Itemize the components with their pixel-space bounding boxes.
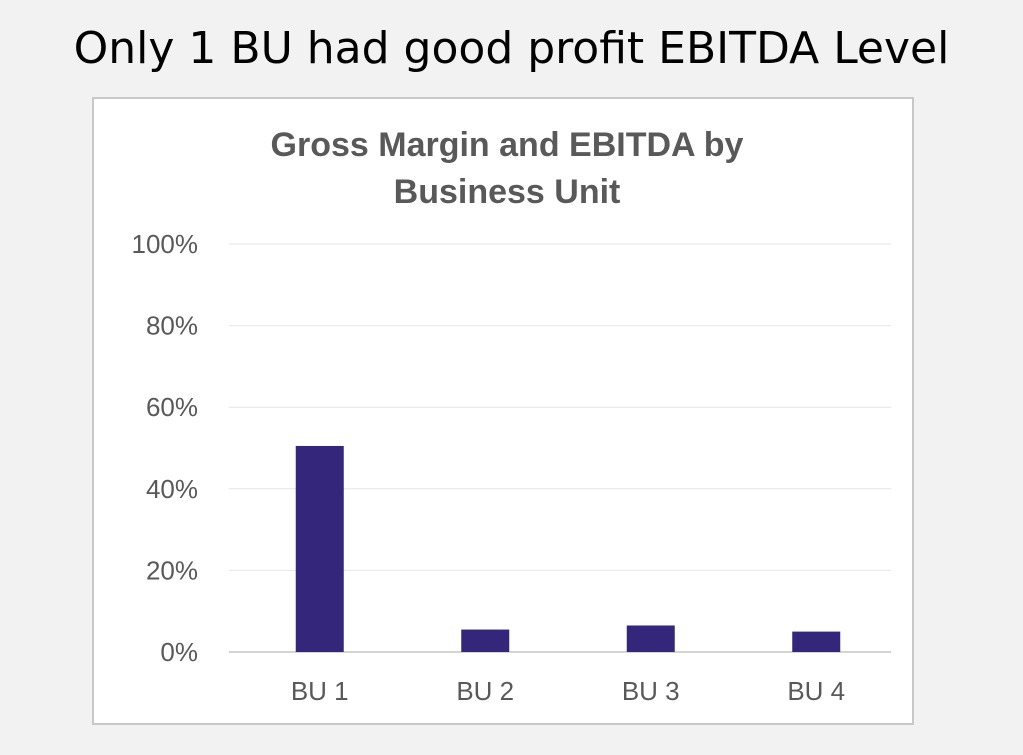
bar-bu-1: [295, 445, 344, 652]
bar-bu-3: [626, 625, 675, 652]
slide-title: Only 1 BU had good profit EBITDA Level: [73, 23, 950, 74]
chart-title-line-1: Gross Margin and EBITDA by: [271, 126, 744, 164]
y-tick-label: 80%: [146, 311, 198, 341]
y-axis-tick-labels: 0% 20% 40% 60% 80% 100%: [132, 229, 199, 667]
y-tick-label: 60%: [146, 392, 198, 422]
bar-bu-4: [792, 631, 841, 652]
chart-title-line-2: Business Unit: [394, 173, 621, 211]
bar-chart: Gross Margin and EBITDA by Business Unit…: [132, 126, 891, 706]
x-tick-label: BU 2: [456, 676, 514, 706]
y-tick-label: 100%: [132, 229, 199, 259]
x-tick-label: BU 4: [787, 676, 845, 706]
chart-frame: Gross Margin and EBITDA by Business Unit…: [92, 97, 914, 725]
y-tick-label: 20%: [146, 555, 198, 585]
x-axis-tick-labels: BU 1 BU 2 BU 3 BU 4: [291, 676, 845, 706]
y-tick-label: 0%: [160, 637, 198, 667]
x-tick-label: BU 1: [291, 676, 349, 706]
y-tick-label: 40%: [146, 474, 198, 504]
bar-bu-2: [461, 629, 510, 652]
x-tick-label: BU 3: [622, 676, 680, 706]
bars: [295, 445, 841, 652]
